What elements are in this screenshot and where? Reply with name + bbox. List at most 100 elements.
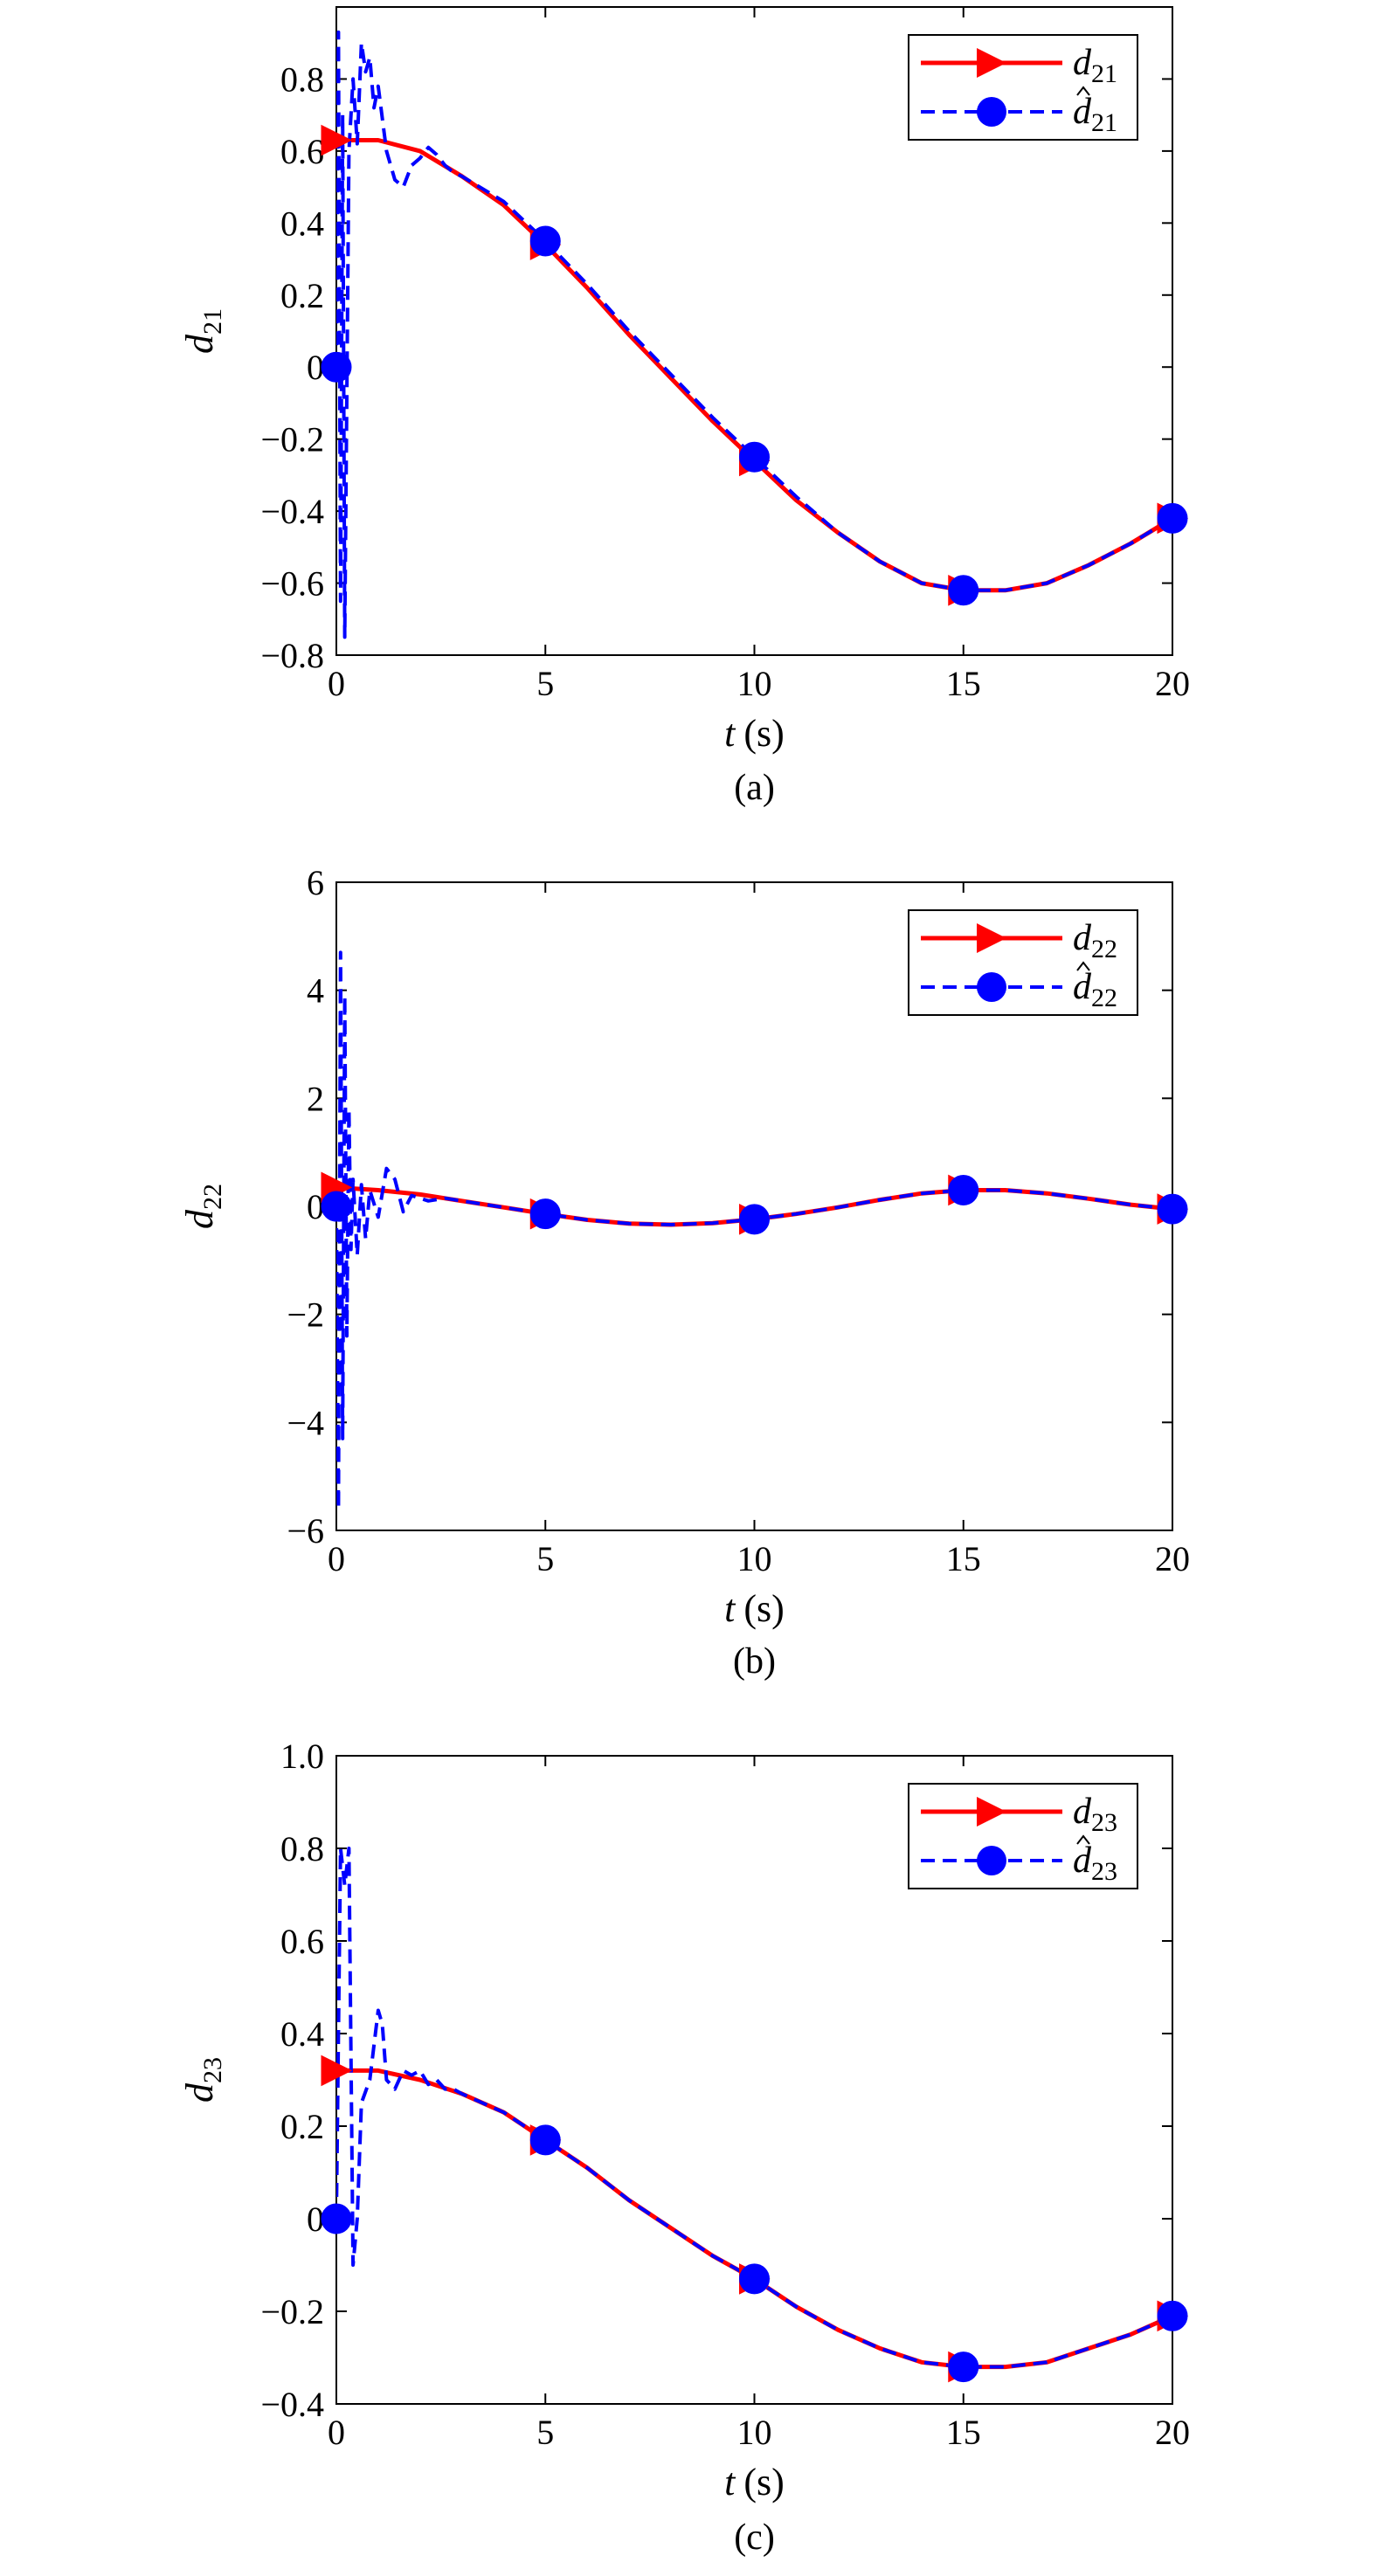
- data-point-estimate: [1157, 502, 1188, 534]
- chart-panel-a: 0 5 10 15 20 −0.8 −0.6 −0.4 −0.2 0 0.2 0.4 0.6 0.8 t (s…: [178, 6, 1190, 808]
- data-point-estimate: [529, 2124, 561, 2156]
- y-tick-label: 0: [307, 1187, 324, 1226]
- y-tick-label: 0.2: [280, 2107, 324, 2146]
- legend-label: d22: [1073, 918, 1117, 963]
- legend-label-subscript: 22: [1091, 984, 1117, 1012]
- data-point-estimate: [529, 225, 561, 257]
- hat-accent: [1076, 1834, 1090, 1845]
- y-tick-label: −0.6: [260, 564, 324, 604]
- legend-label-base: d: [1073, 1792, 1092, 1832]
- x-tick-label: 15: [946, 2413, 981, 2452]
- data-point-estimate: [948, 575, 979, 606]
- x-axis-label: t (s): [724, 1587, 785, 1630]
- data-point-estimate: [321, 2203, 352, 2234]
- y-tick-label: −0.8: [260, 636, 324, 675]
- legend-label-base: d: [1073, 918, 1092, 958]
- hat-accent: [1076, 961, 1090, 971]
- y-axis-subscript: 23: [198, 2057, 227, 2083]
- y-tick-label: 1.0: [280, 1737, 324, 1776]
- legend-label: d21: [1073, 92, 1117, 137]
- legend-box: [908, 1783, 1138, 1889]
- y-axis-base: d: [178, 1209, 221, 1229]
- data-point-estimate: [1157, 2300, 1188, 2331]
- y-axis-base: d: [178, 334, 221, 354]
- x-tick-label: 5: [536, 664, 554, 703]
- x-tick-label: 0: [328, 2413, 345, 2452]
- legend-label-base: d: [1073, 1840, 1092, 1881]
- series-line-estimate: [336, 30, 1172, 639]
- x-axis-variable: t: [724, 712, 736, 755]
- legend-marker-actual: [977, 1797, 1006, 1827]
- x-tick-label: 10: [737, 664, 772, 703]
- data-point-estimate: [948, 2352, 979, 2383]
- legend-label: d23: [1073, 1840, 1117, 1886]
- legend-label: d23: [1073, 1792, 1117, 1837]
- legend-label-subscript: 21: [1091, 108, 1117, 137]
- legend-label-subscript: 22: [1091, 935, 1117, 963]
- x-axis-variable: t: [724, 1587, 736, 1630]
- y-tick-label: 0.6: [280, 1922, 324, 1961]
- y-axis-label: d22: [178, 1184, 227, 1229]
- legend-box: [908, 909, 1138, 1016]
- x-tick-label: 20: [1155, 1539, 1190, 1578]
- y-tick-label: −0.4: [260, 492, 324, 531]
- x-tick-label: 15: [946, 1539, 981, 1578]
- y-tick-label: −0.2: [260, 420, 324, 459]
- data-point-actual: [321, 124, 353, 156]
- x-tick-label: 0: [328, 664, 345, 703]
- x-axis-label: t (s): [724, 2461, 785, 2503]
- y-tick-label: 0.8: [280, 59, 324, 99]
- legend-marker-estimate: [977, 972, 1006, 1002]
- y-tick-label: −0.2: [260, 2292, 324, 2331]
- y-tick-label: −4: [287, 1403, 324, 1442]
- legend-label-subscript: 23: [1091, 1808, 1117, 1837]
- data-point-estimate: [739, 2263, 770, 2295]
- y-tick-label: 0: [307, 2200, 324, 2239]
- x-tick-label: 20: [1155, 2413, 1190, 2452]
- legend-marker-estimate: [977, 1846, 1006, 1875]
- y-tick-label: 0.6: [280, 132, 324, 171]
- y-tick-label: 0.4: [280, 204, 324, 243]
- hat-accent: [1076, 86, 1090, 96]
- y-axis-base: d: [178, 2082, 221, 2103]
- panel-caption: (c): [734, 2517, 775, 2558]
- legend-label-subscript: 21: [1091, 59, 1117, 88]
- chart-panel-c: 0 5 10 15 20−0.4−0.200.20.40.60.81.0t (s)d23(…: [178, 1737, 1190, 2558]
- y-tick-label: 0.2: [280, 276, 324, 315]
- x-tick-label: 5: [536, 1539, 554, 1578]
- y-axis-label: d21: [178, 308, 227, 354]
- data-point-estimate: [739, 441, 770, 473]
- x-tick-label: 20: [1155, 664, 1190, 703]
- data-point-estimate: [321, 1191, 352, 1222]
- y-tick-label: 0.4: [280, 2014, 324, 2054]
- data-point-estimate: [739, 1204, 770, 1235]
- legend-marker-estimate: [977, 97, 1006, 127]
- x-axis-unit: (s): [743, 1587, 784, 1630]
- legend-label-base: d: [1073, 92, 1092, 132]
- y-axis-subscript: 22: [198, 1184, 227, 1210]
- x-axis-unit: (s): [743, 2461, 784, 2503]
- y-tick-label: −0.4: [260, 2385, 324, 2424]
- legend-marker-actual: [977, 48, 1006, 78]
- y-tick-label: 2: [307, 1079, 324, 1118]
- x-tick-label: 15: [946, 664, 981, 703]
- legend-marker-actual: [977, 923, 1006, 953]
- y-tick-label: 4: [307, 971, 324, 1011]
- legend-box: [908, 34, 1138, 141]
- x-axis-variable: t: [724, 2461, 736, 2503]
- x-axis-label: t (s): [724, 712, 785, 755]
- x-tick-label: 10: [737, 1539, 772, 1578]
- panel-caption: (a): [734, 768, 775, 808]
- panel-caption: (b): [733, 1641, 776, 1682]
- legend-label: d21: [1073, 43, 1117, 88]
- y-tick-label: 0: [307, 348, 324, 387]
- legend-label: d22: [1073, 967, 1117, 1012]
- y-tick-label: −2: [287, 1295, 324, 1335]
- y-axis-subscript: 21: [198, 308, 227, 335]
- legend-label-base: d: [1073, 967, 1092, 1007]
